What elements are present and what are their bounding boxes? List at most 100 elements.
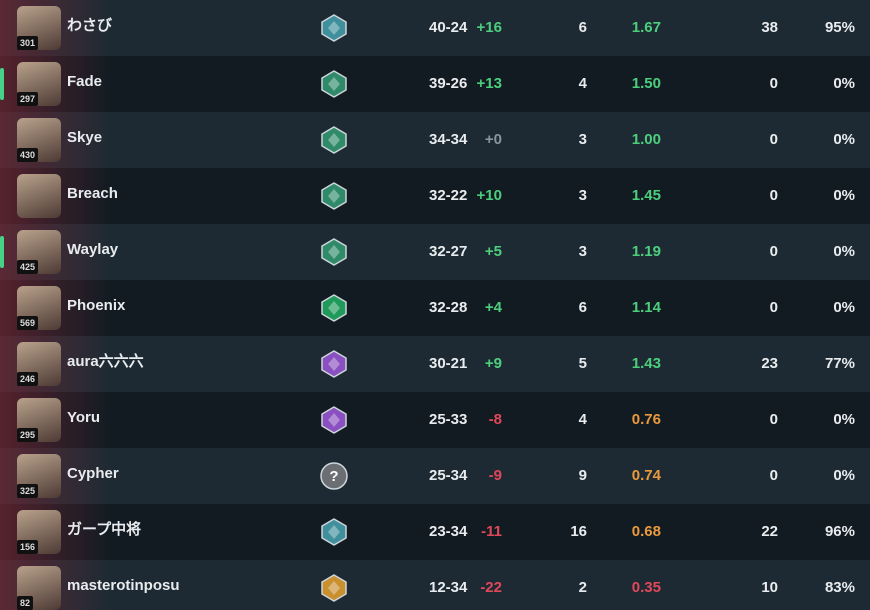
stat-value: 0	[769, 75, 778, 92]
kills-deaths: 12-34	[429, 579, 468, 596]
stat-value: 0	[769, 131, 778, 148]
stat-count: 2	[578, 579, 587, 596]
avatar-cell: 82	[0, 560, 110, 610]
player-row: 301 わさび 40-24 +16 6 1.67 38 95%	[0, 0, 870, 56]
kd-ratio: 1.45	[631, 187, 661, 204]
account-level: 430	[17, 148, 39, 162]
stat-value: 23	[761, 355, 778, 372]
stat-percent: 96%	[824, 523, 855, 540]
rank-icon	[321, 294, 347, 322]
kill-diff: +0	[484, 131, 502, 148]
kd-ratio: 1.43	[631, 355, 661, 372]
player-name: Yoru	[67, 409, 101, 426]
player-row: 82 masterotinposu 12-34 -22 2 0.35 10 83%	[0, 560, 870, 610]
stat-count: 6	[578, 299, 587, 316]
kills-deaths: 34-34	[429, 131, 468, 148]
avatar-cell: 301	[0, 0, 110, 56]
avatar-cell: 156	[0, 504, 110, 560]
rank-icon	[321, 518, 347, 546]
rank-icon	[321, 182, 347, 210]
account-level: 325	[17, 484, 39, 498]
kills-deaths: 32-28	[429, 299, 468, 316]
player-row: 156 ガープ中将 23-34 -11 16 0.68 22 96%	[0, 504, 870, 560]
kill-diff: +13	[476, 75, 502, 92]
stat-percent: 0%	[833, 75, 855, 92]
stat-count: 16	[570, 523, 587, 540]
kills-deaths: 25-33	[429, 411, 468, 428]
player-name: Cypher	[67, 465, 119, 482]
player-name: Skye	[67, 129, 103, 146]
stat-percent: 0%	[833, 243, 855, 260]
kills-deaths: 30-21	[429, 355, 468, 372]
stat-value: 0	[769, 299, 778, 316]
stat-count: 4	[578, 411, 587, 428]
player-row: 246 aura六六六 30-21 +9 5 1.43 23 77%	[0, 336, 870, 392]
player-row: 325 Cypher? 25-34 -9 9 0.74 0 0%	[0, 448, 870, 504]
player-name: aura六六六	[67, 353, 144, 370]
account-level: 295	[17, 428, 39, 442]
kill-diff: -11	[481, 523, 502, 540]
player-row: 295 Yoru 25-33 -8 4 0.76 0 0%	[0, 392, 870, 448]
stat-value: 22	[761, 523, 778, 540]
avatar-cell: 297	[0, 56, 110, 112]
avatar-cell: 425	[0, 224, 110, 280]
rank-label: ?	[329, 468, 338, 485]
kill-diff: -9	[488, 467, 502, 484]
stat-percent: 0%	[833, 467, 855, 484]
stat-percent: 95%	[824, 19, 855, 36]
stat-value: 0	[769, 243, 778, 260]
rank-icon	[321, 14, 347, 42]
kill-diff: +16	[476, 19, 502, 36]
kd-ratio: 0.68	[631, 523, 661, 540]
stat-count: 3	[578, 243, 587, 260]
player-name: わさび	[67, 17, 113, 34]
stat-count: 3	[578, 187, 587, 204]
avatar-cell: 569	[0, 280, 110, 336]
kill-diff: +10	[476, 187, 502, 204]
kills-deaths: 25-34	[429, 467, 468, 484]
kd-ratio: 1.00	[631, 131, 661, 148]
account-level: 297	[17, 92, 39, 106]
kills-deaths: 32-27	[429, 243, 468, 260]
account-level: 156	[17, 540, 39, 554]
kills-deaths: 40-24	[429, 19, 468, 36]
kd-ratio: 0.76	[631, 411, 661, 428]
player-name: Breach	[67, 185, 118, 202]
stat-percent: 77%	[824, 355, 855, 372]
kill-diff: -22	[480, 579, 502, 596]
account-level: 301	[17, 36, 39, 50]
avatar-cell: 325	[0, 448, 110, 504]
stat-percent: 0%	[833, 299, 855, 316]
stat-percent: 0%	[833, 131, 855, 148]
player-name: Waylay	[67, 241, 119, 258]
rank-icon	[321, 238, 347, 266]
avatar-cell	[0, 168, 110, 224]
rank-icon: ?	[320, 462, 348, 490]
stat-percent: 0%	[833, 187, 855, 204]
player-name: masterotinposu	[67, 577, 180, 594]
agent-portrait	[17, 174, 61, 218]
rank-icon	[321, 574, 347, 602]
stat-value: 10	[761, 579, 778, 596]
kill-diff: +9	[484, 355, 502, 372]
rank-icon	[321, 406, 347, 434]
stat-count: 3	[578, 131, 587, 148]
kill-diff: -8	[488, 411, 502, 428]
highlight-bar	[0, 236, 4, 268]
stat-value: 38	[761, 19, 778, 36]
kd-ratio: 1.67	[631, 19, 661, 36]
player-row: 297 Fade 39-26 +13 4 1.50 0 0%	[0, 56, 870, 112]
kills-deaths: 32-22	[429, 187, 468, 204]
stat-value: 0	[769, 467, 778, 484]
kill-diff: +4	[484, 299, 502, 316]
rank-icon	[321, 126, 347, 154]
account-level: 246	[17, 372, 39, 386]
avatar-cell: 246	[0, 336, 110, 392]
stat-count: 4	[578, 75, 587, 92]
account-level: 425	[17, 260, 39, 274]
kill-diff: +5	[484, 243, 502, 260]
kd-ratio: 1.19	[631, 243, 661, 260]
player-name: Fade	[67, 73, 103, 90]
stat-value: 0	[769, 411, 778, 428]
